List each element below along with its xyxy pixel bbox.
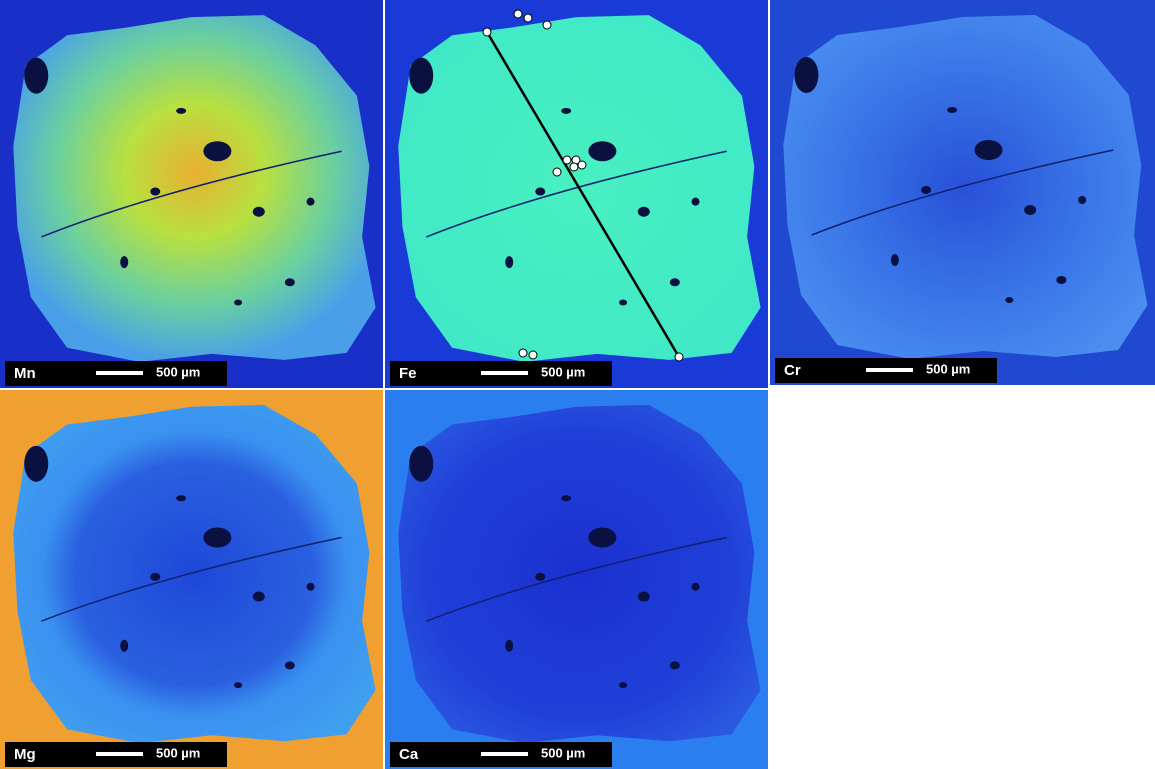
inclusion <box>669 661 680 670</box>
inclusion <box>176 107 187 114</box>
inclusion <box>176 495 187 502</box>
inclusion <box>974 140 1003 160</box>
crack <box>41 536 342 622</box>
inclusion <box>588 141 617 162</box>
crack <box>426 150 727 238</box>
inclusion <box>637 591 650 602</box>
crack <box>426 536 727 622</box>
inclusion <box>794 57 819 93</box>
grain <box>783 15 1148 359</box>
inclusion <box>1078 196 1087 204</box>
inclusion <box>669 278 680 287</box>
analysis-point <box>482 27 492 37</box>
inclusion <box>561 495 572 502</box>
inclusion <box>252 206 265 217</box>
analysis-point <box>518 348 528 358</box>
analysis-point <box>577 160 587 170</box>
inclusion <box>284 278 295 287</box>
inclusion <box>505 639 514 652</box>
crack <box>811 149 1114 236</box>
inclusion <box>619 682 628 689</box>
element-label: Cr <box>784 362 801 379</box>
inclusion <box>588 527 617 548</box>
analysis-point <box>569 162 579 172</box>
map-panel: Cr 500 µm <box>770 0 1155 385</box>
element-label: Mg <box>14 746 36 763</box>
inclusion <box>203 141 232 162</box>
inclusion <box>947 107 958 113</box>
inclusion <box>150 187 161 196</box>
grain <box>13 15 376 362</box>
element-label: Ca <box>399 746 419 763</box>
inclusion <box>252 591 265 602</box>
map-panel: Ca 500 µm <box>385 390 768 769</box>
inclusion <box>24 57 49 94</box>
inclusion <box>1056 276 1067 284</box>
scale-label: 500 µm <box>926 361 970 376</box>
element-label: Fe <box>399 365 417 382</box>
transect <box>485 31 681 358</box>
inclusion <box>234 682 243 689</box>
inclusion <box>306 197 315 206</box>
inclusion <box>619 299 628 306</box>
inclusion <box>691 197 700 206</box>
inclusion <box>306 582 315 591</box>
analysis-point <box>674 352 684 362</box>
inclusion <box>637 206 650 217</box>
inclusion <box>535 187 546 196</box>
inclusion <box>1005 297 1014 303</box>
analysis-point <box>513 9 523 19</box>
inclusion <box>561 107 572 114</box>
inclusion <box>1024 205 1037 215</box>
inclusion <box>409 57 434 94</box>
analysis-point <box>528 350 538 360</box>
inclusion <box>150 572 161 581</box>
inclusion <box>921 186 932 194</box>
crack <box>41 150 342 238</box>
analysis-point <box>542 20 552 30</box>
scale-label: 500 µm <box>541 364 585 379</box>
scale-label: 500 µm <box>541 745 585 760</box>
map-panel: Mn 500 µm <box>0 0 383 388</box>
analysis-point <box>552 167 562 177</box>
inclusion <box>120 639 129 652</box>
inclusion <box>691 582 700 591</box>
grain <box>398 404 761 744</box>
analysis-point <box>562 155 572 165</box>
inclusion <box>120 256 129 269</box>
map-panel: Mg 500 µm <box>0 390 383 769</box>
scale-label: 500 µm <box>156 745 200 760</box>
grain <box>13 404 376 744</box>
element-label: Mn <box>14 365 36 382</box>
scale-label: 500 µm <box>156 364 200 379</box>
inclusion <box>409 445 434 482</box>
inclusion <box>203 527 232 548</box>
analysis-point <box>523 13 533 23</box>
inclusion <box>505 256 514 269</box>
inclusion <box>234 299 243 306</box>
inclusion <box>24 445 49 482</box>
inclusion <box>535 572 546 581</box>
map-panel: Fe 500 µm <box>385 0 768 388</box>
inclusion <box>284 661 295 670</box>
inclusion <box>890 254 899 266</box>
